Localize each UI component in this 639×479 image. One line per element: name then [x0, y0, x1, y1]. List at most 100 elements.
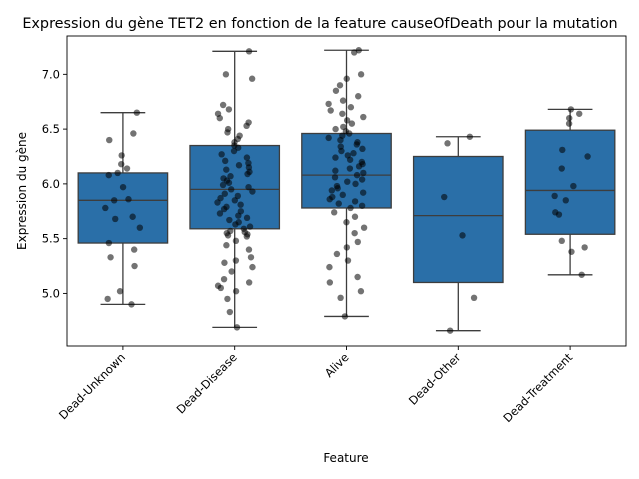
data-point [243, 214, 251, 222]
x-tick-label: Dead-Unknown [56, 350, 128, 422]
data-point [228, 268, 235, 275]
data-point [136, 224, 144, 231]
y-tick-label: 5.0 [42, 286, 60, 300]
data-point [248, 75, 256, 82]
data-point [245, 159, 252, 167]
data-point [558, 165, 565, 172]
data-point [347, 204, 354, 212]
data-point [325, 134, 332, 142]
x-axis-label: Feature [323, 451, 368, 465]
data-point [576, 110, 583, 117]
data-point [110, 197, 118, 204]
data-point [217, 194, 224, 202]
data-point [114, 169, 121, 177]
data-point [360, 224, 368, 231]
data-point [227, 227, 234, 235]
data-point [119, 183, 127, 191]
data-point [233, 324, 241, 331]
data-point [446, 327, 454, 334]
data-point [221, 190, 228, 197]
data-point [237, 201, 244, 208]
data-point [350, 150, 357, 157]
data-point [354, 139, 361, 146]
data-point [249, 188, 256, 195]
y-axis-ticks: 5.0 5.5 6.0 6.5 7.0 [42, 67, 67, 300]
data-point [558, 237, 565, 245]
data-point [337, 143, 344, 150]
data-point [232, 257, 240, 264]
data-point [340, 123, 347, 131]
x-tick-label: Dead-Disease [174, 350, 240, 416]
box-group-Dead-Other [412, 136, 504, 332]
box-iqr [524, 129, 616, 235]
data-point [214, 110, 222, 117]
data-point [332, 125, 339, 133]
data-point [343, 219, 350, 226]
data-point [352, 180, 359, 188]
data-point [245, 48, 253, 55]
y-axis-label: Expression du gène [15, 132, 29, 250]
data-point [224, 295, 231, 303]
data-point [112, 215, 119, 223]
data-point [220, 175, 227, 182]
data-point [249, 263, 256, 271]
data-point [133, 109, 141, 116]
points-Dead-Unknown [102, 109, 144, 308]
data-point [223, 203, 230, 211]
data-point [567, 106, 575, 113]
box-iqr [301, 132, 392, 209]
data-point [216, 210, 224, 217]
data-point [331, 209, 338, 216]
data-point [332, 87, 340, 94]
data-point [565, 120, 573, 127]
data-point [355, 93, 362, 100]
data-point [336, 82, 344, 89]
data-point [328, 187, 336, 194]
data-point [333, 182, 341, 190]
data-point [223, 166, 230, 173]
data-point [331, 174, 339, 181]
data-point [131, 262, 138, 270]
data-point [354, 238, 362, 246]
data-point [228, 186, 235, 193]
data-point [335, 200, 342, 207]
data-point [568, 248, 575, 255]
data-point [459, 232, 466, 239]
data-point [105, 239, 113, 247]
data-point [578, 271, 585, 278]
data-point [227, 173, 234, 180]
data-point [339, 132, 346, 139]
box-group-Dead-Treatment [524, 108, 616, 276]
data-point [343, 117, 351, 124]
data-point [232, 237, 240, 245]
points-Alive [325, 47, 368, 320]
data-point [360, 113, 367, 121]
data-point [214, 282, 222, 289]
data-point [470, 294, 478, 302]
data-point [351, 229, 358, 237]
data-point [219, 181, 227, 189]
data-point [224, 125, 232, 133]
data-point [344, 257, 352, 264]
data-point [359, 145, 366, 153]
data-point [353, 171, 361, 179]
data-point [341, 313, 349, 320]
data-point [235, 219, 242, 226]
data-point [128, 301, 135, 308]
x-axis-ticks: Dead-Unknown Dead-Disease Alive Dead-Other D… [56, 346, 576, 425]
data-point [360, 169, 367, 177]
data-point [237, 208, 245, 215]
data-point [226, 308, 234, 316]
data-point [343, 75, 350, 82]
data-point [337, 294, 344, 302]
data-point [326, 279, 334, 286]
data-point [232, 288, 240, 295]
data-point [347, 104, 355, 111]
data-point [236, 132, 243, 139]
y-tick-label: 5.5 [42, 232, 60, 246]
data-point [123, 165, 131, 172]
data-point [332, 167, 339, 174]
data-point [218, 151, 225, 158]
data-point [358, 202, 366, 209]
data-point [357, 288, 365, 295]
